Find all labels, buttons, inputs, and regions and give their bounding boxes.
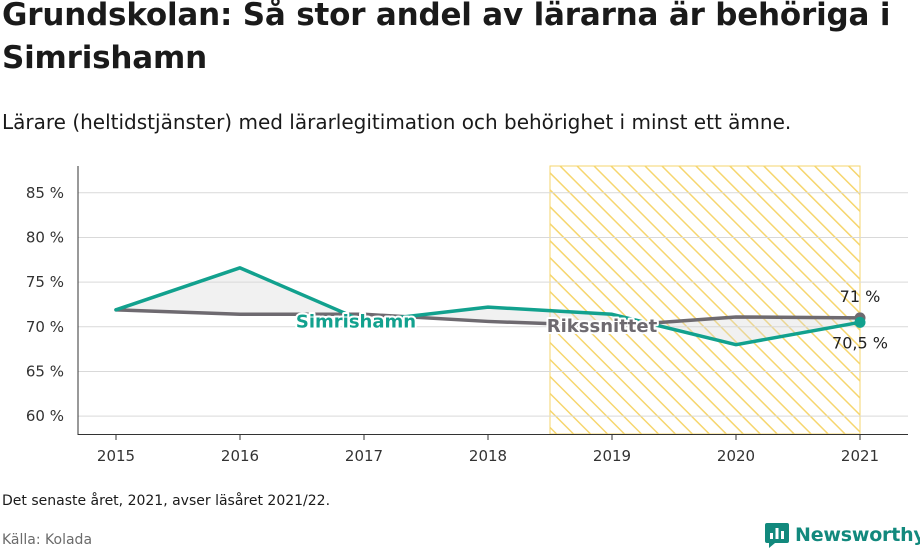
y-tick-label: 75 % (26, 273, 64, 291)
newsworthy-logo-icon (765, 522, 789, 548)
newsworthy-brand: Newsworthy (765, 520, 920, 550)
series-line-rikssnittet (114, 308, 862, 328)
brand-name: Newsworthy (795, 524, 920, 546)
chart-title: Grundskolan: Så stor andel av lärarna är… (2, 0, 891, 76)
end-value-label-rikssnittet: 71 % (840, 287, 881, 306)
series-label-simrishamn: Simrishamn (296, 311, 416, 332)
y-tick-label: 80 % (26, 228, 64, 246)
x-tick-label: 2021 (841, 447, 879, 465)
y-tick-label: 70 % (26, 318, 64, 336)
line-chart: 60 % 65 % 70 % 75 % 80 % 85 % 2015 2016 2017 2018… (26, 165, 908, 465)
y-tick-label: 65 % (26, 362, 64, 380)
source-credit: Källa: Kolada (2, 532, 93, 548)
x-tick-label: 2018 (469, 447, 507, 465)
x-tick-label: 2017 (345, 447, 383, 465)
series-label-rikssnittet: Rikssnittet (547, 316, 658, 337)
series-line-simrishamn (114, 266, 862, 347)
end-value-label-simrishamn: 70,5 % (832, 333, 888, 352)
end-marker-simrishamn (854, 316, 866, 328)
x-tick-label: 2016 (221, 447, 259, 465)
difference-area (116, 267, 860, 345)
chart-subtitle: Lärare (heltidstjänster) med lärarlegiti… (2, 110, 792, 134)
footnote: Det senaste året, 2021, avser läsåret 20… (2, 493, 331, 509)
x-tick-label: 2019 (593, 447, 631, 465)
x-tick-label: 2015 (97, 447, 135, 465)
y-tick-label: 60 % (26, 407, 64, 425)
y-tick-label: 85 % (26, 184, 64, 202)
x-tick-label: 2020 (717, 447, 755, 465)
highlight-period (549, 165, 861, 435)
